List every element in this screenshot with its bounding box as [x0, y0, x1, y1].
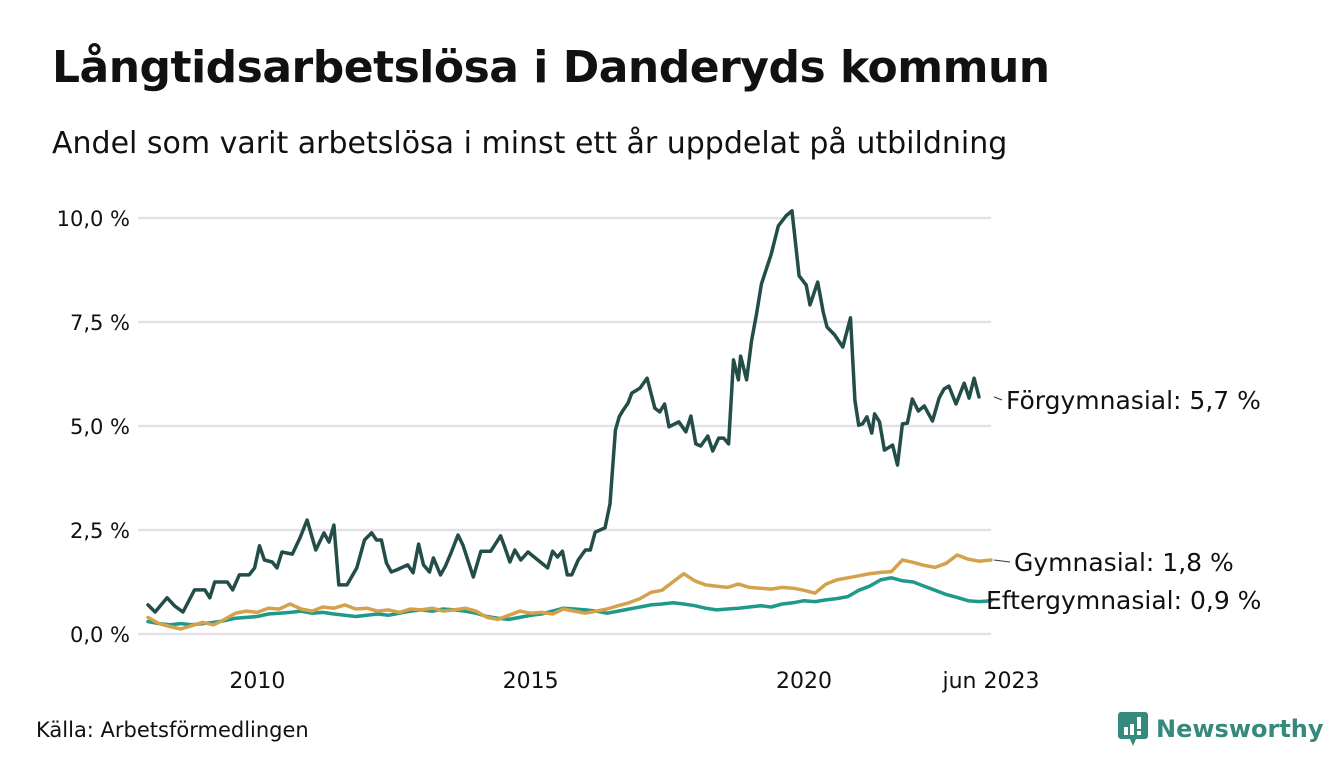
x-tick-label: 2015 [503, 669, 559, 694]
source-note: Källa: Arbetsförmedlingen [36, 718, 309, 742]
series-end-label: Förgymnasial: 5,7 % [1006, 386, 1261, 415]
newsworthy-logo-icon [1118, 712, 1148, 746]
series-end-labels: Förgymnasial: 5,7 % Gymnasial: 1,8 % Efter… [986, 386, 1261, 615]
x-tick-label: 2020 [776, 669, 832, 694]
label-leader [993, 559, 1011, 563]
y-axis: 0,0 % 2,5 % 5,0 % 7,5 % 10,0 % [57, 207, 130, 647]
series-line-eftergymnasial [146, 576, 993, 627]
y-tick-label: 5,0 % [70, 415, 130, 439]
y-tick-label: 0,0 % [70, 623, 130, 647]
label-leader [993, 396, 1003, 401]
x-tick-label: jun 2023 [942, 669, 1040, 694]
x-axis: 2010 2015 2020 jun 2023 [229, 669, 1039, 694]
series-end-label: Gymnasial: 1,8 % [1014, 548, 1234, 577]
series-line-förgymnasial [146, 209, 981, 614]
y-tick-label: 2,5 % [70, 519, 130, 543]
x-tick-label: 2010 [229, 669, 285, 694]
y-tick-label: 7,5 % [70, 311, 130, 335]
brand-name: Newsworthy [1156, 715, 1324, 743]
chart-subtitle: Andel som varit arbetslösa i minst ett å… [52, 126, 1008, 161]
series-line-gymnasial [146, 553, 993, 631]
chart-title: Långtidsarbetslösa i Danderyds kommun [52, 42, 1050, 93]
brand-logo[interactable]: Newsworthy [1118, 712, 1324, 746]
y-tick-label: 10,0 % [57, 207, 130, 231]
gridlines [138, 216, 991, 636]
series-lines [146, 209, 993, 631]
series-end-label: Eftergymnasial: 0,9 % [986, 586, 1261, 615]
